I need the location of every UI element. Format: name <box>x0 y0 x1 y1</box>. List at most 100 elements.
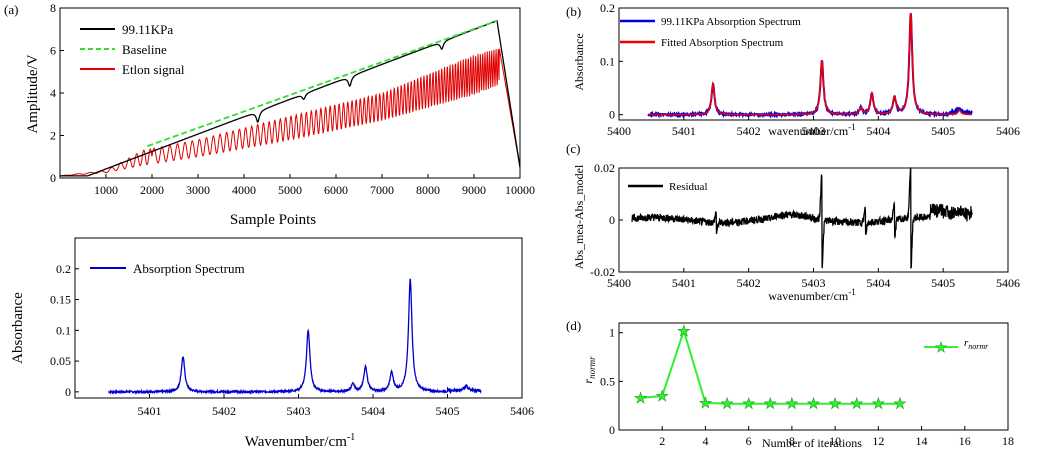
x-axis-label-c: wavenumber/cm-1 <box>768 287 855 303</box>
x-tick-label: 5406 <box>996 124 1020 138</box>
x-tick-label: 9000 <box>462 183 486 197</box>
series-line-99kpa <box>60 20 521 177</box>
legend-label-measured: 99.11KPa Absorption Spectrum <box>661 16 801 28</box>
x-tick-label: 5403 <box>802 124 826 138</box>
panel-b: (b) 5400 5401 5402 5403 5404 5405 540600.10.2 … <box>566 1 1020 138</box>
x-tick-label: 8 <box>789 434 795 448</box>
x-tick-label: 1000 <box>94 183 118 197</box>
legend-label-rnormr: rnormr <box>964 337 989 351</box>
legend-label-residual: Residual <box>669 181 708 193</box>
x-tick-label: 18 <box>1002 434 1014 448</box>
y-tick-label: 0 <box>50 171 56 185</box>
series-line-rnormr <box>640 327 900 405</box>
x-axis-label-d: Number of iterations <box>762 436 862 450</box>
y-tick-label: 4 <box>50 86 56 100</box>
panel-d: (d) 2 4 6 8 10 12 14 16 18 0 0.5 1 ★ ★ ★ ★ ★ ★ ★ ★ ★ ★ ★ ★ ★ ★ … <box>566 318 1014 450</box>
data-point-star: ★ <box>828 397 841 413</box>
data-point-star: ★ <box>699 396 712 412</box>
y-axis-label-b: Absorbance <box>572 33 586 90</box>
x-tick-label: 4000 <box>232 183 256 197</box>
data-point-star: ★ <box>850 397 863 413</box>
legend-label-fitted: Fitted Absorption Spectrum <box>661 37 784 49</box>
data-point-star: ★ <box>634 391 647 407</box>
legend-a: 99.11KPa Baseline Etlon signal <box>72 18 222 80</box>
legend-label-absorption: Absorption Spectrum <box>133 261 245 276</box>
x-tick-label: 5401 <box>672 276 696 290</box>
data-point-star: ★ <box>807 397 820 413</box>
y-tick-label: 0 <box>65 385 71 399</box>
y-tick-label: 0.02 <box>594 161 615 175</box>
legend-label-etlon: Etlon signal <box>122 62 185 77</box>
y-tick-label: 0.1 <box>56 323 71 337</box>
panel-label-d: (d) <box>566 318 581 333</box>
data-point-star: ★ <box>677 324 690 340</box>
x-tick-label: 2000 <box>140 183 164 197</box>
data-point-star: ★ <box>893 397 906 413</box>
x-tick-label: 5000 <box>278 183 302 197</box>
x-tick-label: 5404 <box>866 276 890 290</box>
series-line-residual <box>631 167 973 270</box>
x-tick-label: 6000 <box>324 183 348 197</box>
x-tick-label: 4 <box>702 434 708 448</box>
legend-label-99kpa: 99.11KPa <box>122 22 173 37</box>
x-tick-label: 5405 <box>931 276 955 290</box>
panel-label-a: (a) <box>4 2 18 17</box>
data-point-star: ★ <box>655 389 668 405</box>
x-tick-label: 5405 <box>931 124 955 138</box>
x-tick-label: 5403 <box>802 276 826 290</box>
y-tick-label: -0.02 <box>590 265 615 279</box>
y-tick-label: 0.15 <box>50 293 71 307</box>
y-tick-label: 0.2 <box>56 262 71 276</box>
x-tick-label: 5406 <box>510 404 534 418</box>
x-tick-label: 16 <box>959 434 971 448</box>
x-tick-label: 3000 <box>186 183 210 197</box>
y-tick-label: 0.5 <box>600 374 615 388</box>
x-tick-label: 5404 <box>866 124 890 138</box>
y-tick-label: 0 <box>609 108 615 122</box>
x-tick-label: 5400 <box>607 276 631 290</box>
x-tick-label: 10 <box>829 434 841 448</box>
x-tick-label: 14 <box>916 434 928 448</box>
data-point-star: ★ <box>764 397 777 413</box>
x-tick-label: 6 <box>746 434 752 448</box>
y-tick-label: 1 <box>609 326 615 340</box>
panel-c: (c) 5400 5401 5402 5403 5404 5405 5406 -0.02 0 0.… <box>566 141 1020 303</box>
legend-c: Residual <box>628 181 708 193</box>
x-tick-label: 5403 <box>287 404 311 418</box>
y-tick-label: 6 <box>50 44 56 58</box>
data-point-star: ★ <box>785 397 798 413</box>
y-tick-label: 0.1 <box>600 54 615 68</box>
y-tick-label: 0.2 <box>600 1 615 15</box>
x-tick-label: 12 <box>872 434 884 448</box>
data-point-star: ★ <box>720 397 733 413</box>
y-axis-label-c: Abs_mea-Abs_model <box>572 164 586 269</box>
x-axis-label-a: Sample Points <box>230 212 316 228</box>
x-tick-label: 8000 <box>416 183 440 197</box>
x-tick-label: 10000 <box>505 183 535 197</box>
x-tick-label: 5401 <box>672 124 696 138</box>
panel-a-top: (a) 1000 2000 3000 4000 5000 6000 7000 8000 9000… <box>4 1 535 228</box>
x-tick-label: 5401 <box>138 404 162 418</box>
legend-d: ★ rnormr <box>924 337 989 356</box>
series-line-measured <box>647 13 973 119</box>
legend-a-bottom: Absorption Spectrum <box>90 261 245 276</box>
series-line-fitted <box>648 12 972 116</box>
x-axis-label-b: wavenumber/cm-1 <box>768 122 855 138</box>
panel-a-bottom: 5401 5402 5403 5404 5405 540600.050.10.150.2 … <box>10 237 534 450</box>
x-tick-label: 5405 <box>436 404 460 418</box>
series-line-etlon <box>59 48 521 177</box>
legend-b: 99.11KPa Absorption Spectrum Fitted Abso… <box>620 16 801 49</box>
x-tick-label: 5400 <box>607 124 631 138</box>
x-tick-label: 5402 <box>737 124 761 138</box>
y-axis-label-d: rnormr <box>581 356 597 384</box>
panel-label-b: (b) <box>566 4 581 19</box>
y-tick-label: 0 <box>609 213 615 227</box>
panel-label-c: (c) <box>566 141 580 156</box>
x-axis-label-a-bottom: Wavenumber/cm-1 <box>245 432 355 450</box>
y-tick-label: 8 <box>50 1 56 15</box>
x-tick-label: 2 <box>659 434 665 448</box>
legend-star-rnormr: ★ <box>935 341 948 356</box>
series-line-baseline <box>147 19 498 147</box>
x-tick-label: 5402 <box>212 404 236 418</box>
